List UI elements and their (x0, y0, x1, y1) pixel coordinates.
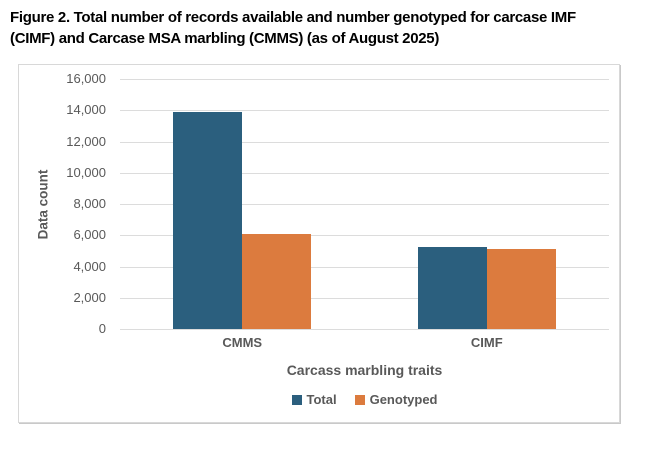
legend-swatch-genotyped (354, 394, 365, 405)
gridline (120, 110, 609, 112)
y-tick-label: 0 (98, 321, 106, 336)
gridline (120, 79, 609, 80)
x-axis-label: Carcass marbling traits (286, 362, 443, 378)
chart-panel: Data count 0 2,000 4,000 6,000 8,000 10,000 12… (18, 64, 620, 423)
legend-item-total: Total (291, 392, 337, 407)
y-tick-label: 10,000 (66, 164, 106, 180)
legend-label-total: Total (306, 392, 337, 407)
category-label-cimf: CIMF (470, 335, 503, 350)
gridline (120, 297, 609, 299)
y-tick-label: 8,000 (73, 196, 106, 211)
gridline (120, 141, 609, 143)
gridline (120, 329, 609, 330)
bar-total-cmms (173, 111, 243, 329)
gridline (120, 204, 609, 205)
bar-genotyped-cmms (242, 234, 312, 329)
x-axis-category-labels: CMMS CIMF (120, 335, 609, 353)
bar-genotyped-cimf (486, 249, 556, 329)
y-tick-label: 16,000 (66, 71, 106, 86)
gridline (120, 235, 609, 237)
y-tick-label: 2,000 (73, 289, 106, 305)
y-tick-label: 6,000 (73, 227, 106, 243)
y-tick-label: 4,000 (73, 258, 106, 274)
bar-total-cimf (417, 247, 487, 329)
legend-swatch-total (291, 394, 302, 405)
figure-title: Figure 2. Total number of records availa… (10, 9, 576, 47)
gridline (120, 266, 609, 268)
legend-item-genotyped: Genotyped (354, 392, 438, 407)
legend-label-genotyped: Genotyped (369, 392, 438, 407)
y-tick-label: 12,000 (66, 133, 106, 149)
gridline (120, 172, 609, 174)
y-tick-label: 14,000 (66, 102, 106, 118)
y-axis-ticks: 0 2,000 4,000 6,000 8,000 10,000 12,000 14,000 1… (19, 65, 106, 422)
legend: Total Genotyped (120, 392, 609, 408)
category-label-cmms: CMMS (222, 335, 263, 350)
plot-area (120, 79, 609, 330)
